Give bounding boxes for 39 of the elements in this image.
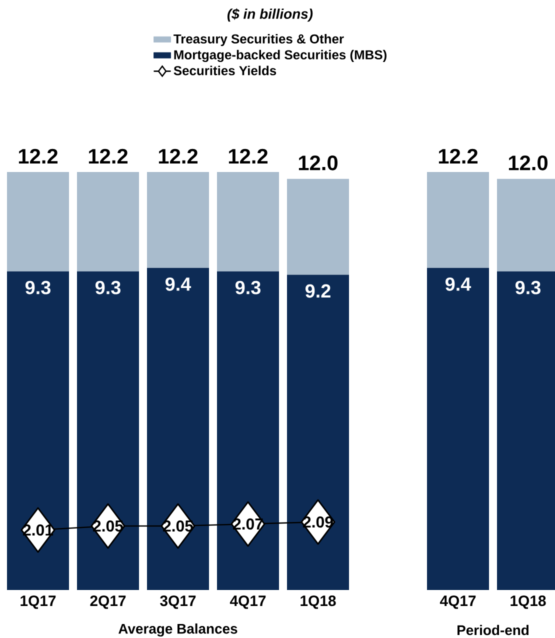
data-label: 9.4: [446, 277, 472, 291]
total-label: 12.2: [228, 148, 268, 164]
data-label: 9.3: [26, 280, 50, 294]
legend-label: Treasury Securities & Other: [174, 34, 344, 46]
data-label: 9.3: [236, 280, 260, 294]
x-tick-label: 2Q17: [90, 596, 126, 609]
bar: [217, 271, 280, 590]
legend-label: Securities Yields: [174, 66, 276, 76]
bar: [427, 268, 490, 590]
x-tick-label: 1Q18: [510, 596, 546, 609]
bar: [7, 172, 69, 272]
bar: [147, 172, 209, 268]
bar: [77, 172, 139, 272]
x-tick-label: 1Q18: [300, 596, 336, 609]
total-label: 12.0: [508, 156, 548, 170]
chart-title: ($ in billions): [228, 8, 313, 22]
bar: [7, 271, 69, 590]
bar: [217, 172, 280, 272]
data-label: 9.3: [96, 280, 120, 294]
total-label: 12.2: [158, 148, 198, 164]
bar: [427, 172, 490, 268]
x-tick-label: 3Q17: [160, 596, 196, 609]
bar: [287, 274, 350, 590]
data-label: 9.4: [166, 277, 192, 291]
data-label: 9.3: [516, 280, 540, 294]
legend-label: Mortgage-backed Securities (MBS): [174, 50, 386, 62]
bar: [287, 178, 350, 275]
x-tick-label: 4Q17: [440, 596, 476, 609]
text: Period-end: [458, 624, 529, 636]
total-label: 12.0: [298, 156, 338, 170]
text: Average Balances: [118, 623, 238, 637]
total-label: 12.2: [18, 148, 58, 164]
bar: [77, 271, 139, 590]
bar: [147, 268, 209, 590]
total-label: 12.2: [438, 148, 478, 164]
x-tick-label: 4Q17: [230, 596, 266, 609]
data-label: 9.2: [306, 284, 330, 298]
x-tick-label: 1Q17: [20, 596, 56, 609]
total-label: 12.2: [88, 148, 128, 164]
